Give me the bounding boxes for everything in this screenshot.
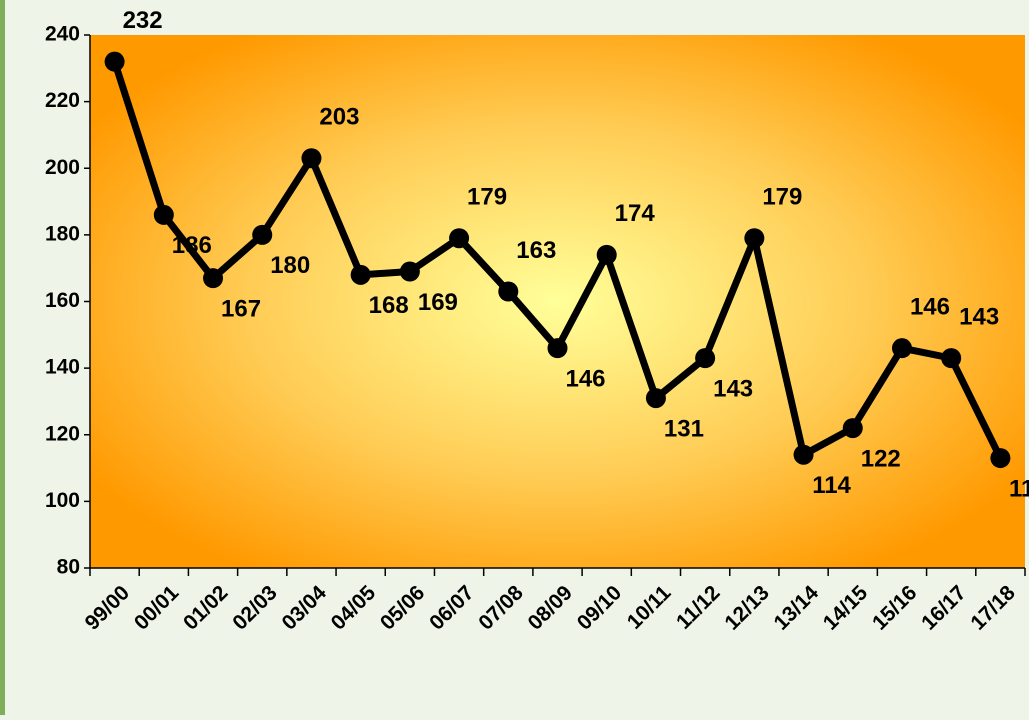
data-label: 146	[910, 293, 950, 320]
data-label: 180	[270, 252, 310, 279]
frame-edge	[0, 0, 5, 715]
data-label: 167	[221, 296, 261, 323]
x-tick-label: 06/07	[425, 581, 478, 634]
x-tick-label: 01/02	[179, 581, 232, 634]
data-label: 179	[467, 184, 507, 211]
data-label: 122	[861, 445, 901, 472]
data-label: 232	[123, 7, 163, 34]
marker	[399, 261, 420, 282]
data-label: 143	[713, 375, 753, 402]
x-tick-label: 17/18	[966, 581, 1020, 635]
marker	[941, 348, 962, 369]
data-label: 179	[762, 184, 802, 211]
x-tick-label: 16/17	[917, 581, 970, 634]
data-label: 186	[172, 232, 212, 259]
data-label: 113	[1009, 475, 1029, 502]
data-label: 174	[615, 200, 656, 227]
x-tick-label: 14/15	[819, 581, 873, 635]
data-label: 169	[418, 289, 458, 316]
x-tick-label: 12/13	[720, 581, 773, 634]
data-label: 131	[664, 415, 704, 442]
plot-area	[90, 35, 1025, 568]
y-tick-label: 120	[45, 422, 80, 445]
y-tick-label: 160	[45, 289, 80, 312]
x-tick-label: 05/06	[376, 581, 429, 634]
marker	[104, 51, 125, 72]
y-tick-label: 180	[45, 222, 80, 245]
x-tick-label: 08/09	[524, 581, 577, 634]
y-tick-label: 200	[45, 156, 80, 179]
x-tick-label: 13/14	[770, 581, 824, 635]
data-label: 203	[319, 104, 359, 131]
marker	[498, 281, 519, 302]
x-tick-label: 10/11	[623, 581, 676, 634]
marker	[547, 338, 568, 359]
marker	[203, 268, 224, 289]
marker	[695, 348, 716, 369]
data-label: 114	[812, 472, 851, 499]
marker	[744, 228, 765, 249]
x-tick-label: 00/01	[130, 581, 184, 635]
data-label: 168	[369, 292, 409, 319]
marker	[891, 338, 912, 359]
marker	[301, 148, 322, 169]
marker	[153, 204, 174, 225]
x-tick-label: 02/03	[228, 581, 281, 634]
data-label: 146	[565, 365, 605, 392]
y-tick-label: 140	[45, 356, 80, 379]
data-label: 143	[959, 303, 999, 330]
x-tick-label: 15/16	[868, 581, 921, 634]
marker	[350, 264, 371, 285]
y-tick-label: 80	[57, 556, 80, 579]
x-tick-label: 07/08	[474, 581, 528, 635]
x-tick-label: 11/12	[672, 581, 725, 634]
marker	[842, 418, 863, 439]
y-tick-label: 100	[45, 489, 80, 512]
marker	[252, 224, 273, 245]
y-tick-label: 240	[45, 23, 80, 46]
marker	[645, 388, 666, 409]
x-tick-label: 04/05	[327, 581, 381, 635]
marker	[449, 228, 470, 249]
marker	[793, 444, 814, 465]
marker	[596, 244, 617, 265]
y-tick-label: 220	[45, 89, 80, 112]
data-label: 163	[516, 237, 556, 264]
x-tick-label: 09/10	[573, 581, 626, 634]
x-tick-label: 99/00	[81, 581, 134, 634]
marker	[990, 448, 1011, 469]
x-tick-label: 03/04	[277, 581, 331, 635]
